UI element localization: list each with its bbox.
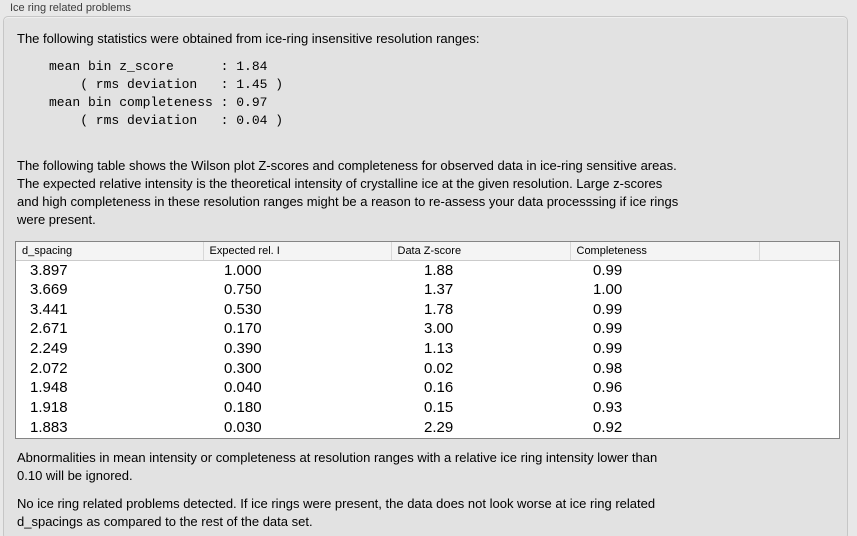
table-cell-empty — [759, 279, 839, 300]
table-row[interactable]: 2.072 0.300 0.02 0.98 — [16, 358, 839, 379]
group-box-title: Ice ring related problems — [10, 2, 132, 14]
table-cell: 2.249 — [16, 338, 203, 359]
table-cell: 0.530 — [203, 299, 391, 320]
table-cell: 0.390 — [203, 338, 391, 359]
stats-intro-text: The following statistics were obtained f… — [17, 31, 480, 46]
table-cell: 0.98 — [570, 358, 759, 379]
table-description-text: The following table shows the Wilson plo… — [17, 158, 679, 227]
column-header-completeness[interactable]: Completeness — [569, 242, 759, 261]
table-cell: 1.88 — [391, 260, 570, 280]
ice-ring-panel: The following statistics were obtained f… — [3, 16, 848, 536]
table-cell: 0.16 — [391, 378, 570, 398]
table-cell: 0.15 — [391, 397, 570, 418]
table-cell: 0.030 — [203, 417, 391, 438]
table-cell: 3.441 — [16, 299, 203, 320]
table-cell: 1.37 — [391, 279, 570, 300]
table-cell-empty — [759, 260, 839, 280]
column-header-empty[interactable] — [758, 242, 839, 261]
table-cell: 0.99 — [570, 319, 759, 339]
table-row[interactable]: 1.883 0.030 2.29 0.92 — [16, 417, 839, 438]
table-cell: 0.99 — [570, 338, 759, 359]
table-cell: 1.000 — [203, 260, 391, 280]
table-cell: 0.92 — [570, 417, 759, 438]
column-header-data-z-score[interactable]: Data Z-score — [390, 242, 570, 261]
table-row[interactable]: 1.948 0.040 0.16 0.96 — [16, 378, 839, 398]
table-row[interactable]: 2.671 0.170 3.00 0.99 — [16, 319, 839, 339]
table-cell: 0.96 — [570, 378, 759, 398]
table-cell: 0.040 — [203, 378, 391, 398]
table-cell: 3.897 — [16, 260, 203, 280]
table-row[interactable]: 2.249 0.390 1.13 0.99 — [16, 338, 839, 359]
table-cell: 3.00 — [391, 319, 570, 339]
table-cell: 2.29 — [391, 417, 570, 438]
table-cell: 1.78 — [391, 299, 570, 320]
table-cell-empty — [759, 319, 839, 339]
table-header-row: d_spacing Expected rel. I Data Z-score C… — [16, 242, 839, 261]
column-header-d-spacing[interactable]: d_spacing — [16, 242, 203, 261]
table-cell: 1.883 — [16, 417, 203, 438]
table-cell: 3.669 — [16, 279, 203, 300]
stats-values-block: mean bin z_score : 1.84 ( rms deviation … — [49, 59, 284, 128]
table-cell-empty — [759, 417, 839, 438]
table-cell: 2.671 — [16, 319, 203, 339]
table-cell: 0.300 — [203, 358, 391, 379]
table-cell-empty — [759, 299, 839, 320]
table-cell: 0.93 — [570, 397, 759, 418]
ice-ring-table-body: 3.897 1.000 1.88 0.99 3.669 0.750 1.37 1.00 3.44… — [16, 260, 839, 438]
table-cell: 2.072 — [16, 358, 203, 379]
table-cell: 0.170 — [203, 319, 391, 339]
table-cell-empty — [759, 397, 839, 418]
table-cell-empty — [759, 358, 839, 379]
table-cell-empty — [759, 338, 839, 359]
ignore-note-text: Abnormalities in mean intensity or compl… — [17, 450, 658, 483]
table-cell: 1.00 — [570, 279, 759, 300]
table-cell: 0.99 — [570, 260, 759, 280]
table-row[interactable]: 3.669 0.750 1.37 1.00 — [16, 279, 839, 300]
table-row[interactable]: 3.441 0.530 1.78 0.99 — [16, 299, 839, 320]
table-cell: 1.13 — [391, 338, 570, 359]
table-row[interactable]: 1.918 0.180 0.15 0.93 — [16, 397, 839, 418]
table-row[interactable]: 3.897 1.000 1.88 0.99 — [16, 260, 839, 280]
conclusion-text: No ice ring related problems detected. I… — [17, 496, 656, 529]
table-cell: 0.750 — [203, 279, 391, 300]
table-cell: 0.02 — [391, 358, 570, 379]
table-cell-empty — [759, 378, 839, 398]
table-cell: 1.918 — [16, 397, 203, 418]
table-cell: 0.180 — [203, 397, 391, 418]
ice-ring-table: d_spacing Expected rel. I Data Z-score C… — [15, 241, 840, 439]
column-header-expected-rel-i[interactable]: Expected rel. I — [202, 242, 391, 261]
table-cell: 1.948 — [16, 378, 203, 398]
table-cell: 0.99 — [570, 299, 759, 320]
